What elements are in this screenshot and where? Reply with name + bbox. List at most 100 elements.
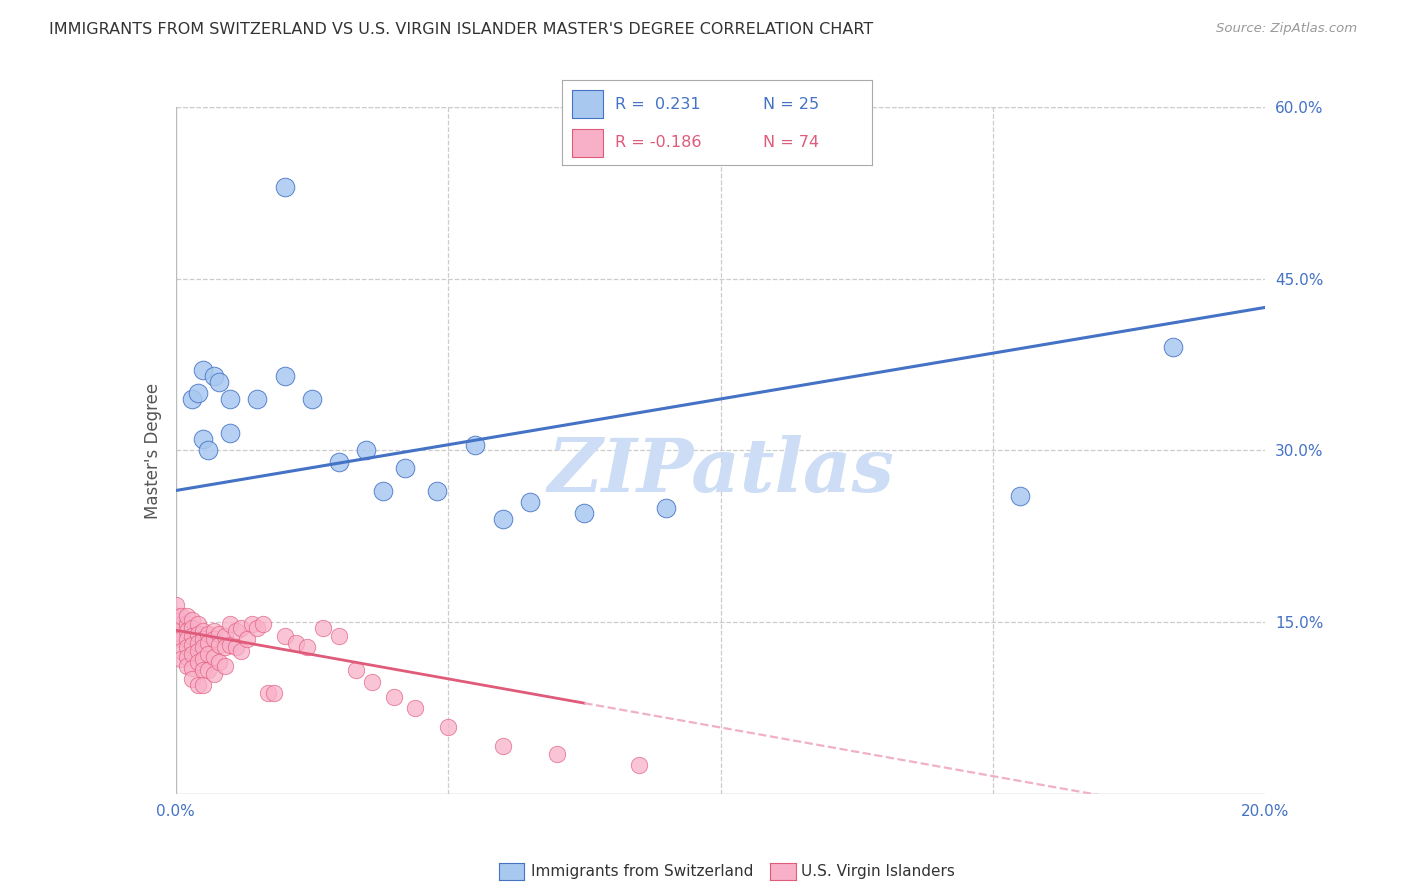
Point (382, 690, 405, 704)
Point (252, 617, 274, 632)
Point (186, 655, 209, 669)
Text: R = -0.186: R = -0.186 (614, 135, 702, 150)
Point (191, 432, 214, 446)
Point (191, 632, 214, 647)
Point (191, 624, 214, 639)
Point (231, 621, 253, 635)
Point (208, 655, 231, 669)
Point (170, 644, 193, 658)
Text: IMMIGRANTS FROM SWITZERLAND VS U.S. VIRGIN ISLANDER MASTER'S DEGREE CORRELATION : IMMIGRANTS FROM SWITZERLAND VS U.S. VIRG… (49, 22, 873, 37)
Point (186, 678, 209, 692)
Text: R =  0.231: R = 0.231 (614, 96, 700, 112)
Point (181, 673, 204, 687)
Point (214, 629, 236, 643)
Point (356, 443, 378, 458)
Point (344, 663, 367, 677)
Point (181, 613, 204, 627)
Point (360, 674, 382, 689)
Point (240, 617, 263, 632)
Point (214, 658, 236, 673)
Point (246, 392, 269, 406)
Point (437, 721, 460, 735)
Point (274, 629, 297, 643)
Point (191, 640, 214, 655)
Point (312, 621, 335, 635)
Point (274, 180, 297, 194)
Point (181, 629, 204, 643)
Point (176, 609, 198, 624)
Point (170, 617, 193, 632)
Point (176, 624, 198, 639)
Point (231, 644, 253, 658)
Point (165, 621, 187, 635)
Point (1010, 489, 1032, 503)
Point (181, 647, 204, 661)
Text: N = 25: N = 25 (763, 96, 820, 112)
Point (219, 617, 242, 632)
Point (202, 649, 225, 664)
Point (492, 512, 515, 526)
Text: Immigrants from Switzerland: Immigrants from Switzerland (531, 864, 754, 879)
Point (202, 632, 225, 647)
Point (197, 636, 219, 650)
Point (170, 609, 193, 624)
Point (574, 507, 596, 521)
Point (394, 460, 416, 475)
Point (225, 640, 247, 655)
Point (655, 500, 678, 515)
Point (176, 640, 198, 655)
Point (371, 483, 394, 498)
Point (186, 617, 209, 632)
Point (170, 652, 193, 666)
Point (257, 686, 280, 700)
Point (186, 626, 209, 640)
Point (191, 678, 214, 692)
Point (170, 626, 193, 640)
Point (214, 640, 236, 655)
Point (202, 666, 225, 681)
Point (328, 629, 350, 643)
Point (328, 455, 350, 469)
Point (208, 626, 231, 640)
Text: ZIPatlas: ZIPatlas (547, 434, 894, 508)
Point (202, 369, 225, 384)
Point (165, 598, 187, 612)
Text: U.S. Virgin Islanders: U.S. Virgin Islanders (801, 864, 955, 879)
Y-axis label: Master's Degree: Master's Degree (143, 383, 162, 518)
Point (181, 621, 204, 635)
Point (181, 638, 204, 652)
Point (301, 392, 323, 406)
Text: Source: ZipAtlas.com: Source: ZipAtlas.com (1216, 22, 1357, 36)
Point (176, 617, 198, 632)
Point (181, 392, 204, 406)
Point (219, 426, 242, 441)
Bar (572, 89, 603, 118)
Point (176, 632, 198, 647)
Point (464, 438, 486, 452)
Point (295, 640, 318, 655)
Point (181, 661, 204, 675)
Point (202, 624, 225, 639)
Bar (572, 128, 603, 157)
Point (191, 363, 214, 377)
Point (519, 495, 541, 509)
Point (235, 632, 257, 647)
Text: N = 74: N = 74 (763, 135, 820, 150)
Point (426, 483, 449, 498)
Point (208, 638, 231, 652)
Point (219, 392, 242, 406)
Point (284, 636, 307, 650)
Point (165, 609, 187, 624)
Point (170, 632, 193, 647)
Point (263, 686, 285, 700)
Point (186, 644, 209, 658)
Point (225, 624, 247, 639)
Point (208, 375, 231, 389)
Point (546, 747, 568, 761)
Point (197, 663, 219, 677)
Point (274, 369, 297, 384)
Point (186, 636, 209, 650)
Point (1161, 340, 1184, 354)
Point (186, 386, 209, 401)
Point (191, 663, 214, 677)
